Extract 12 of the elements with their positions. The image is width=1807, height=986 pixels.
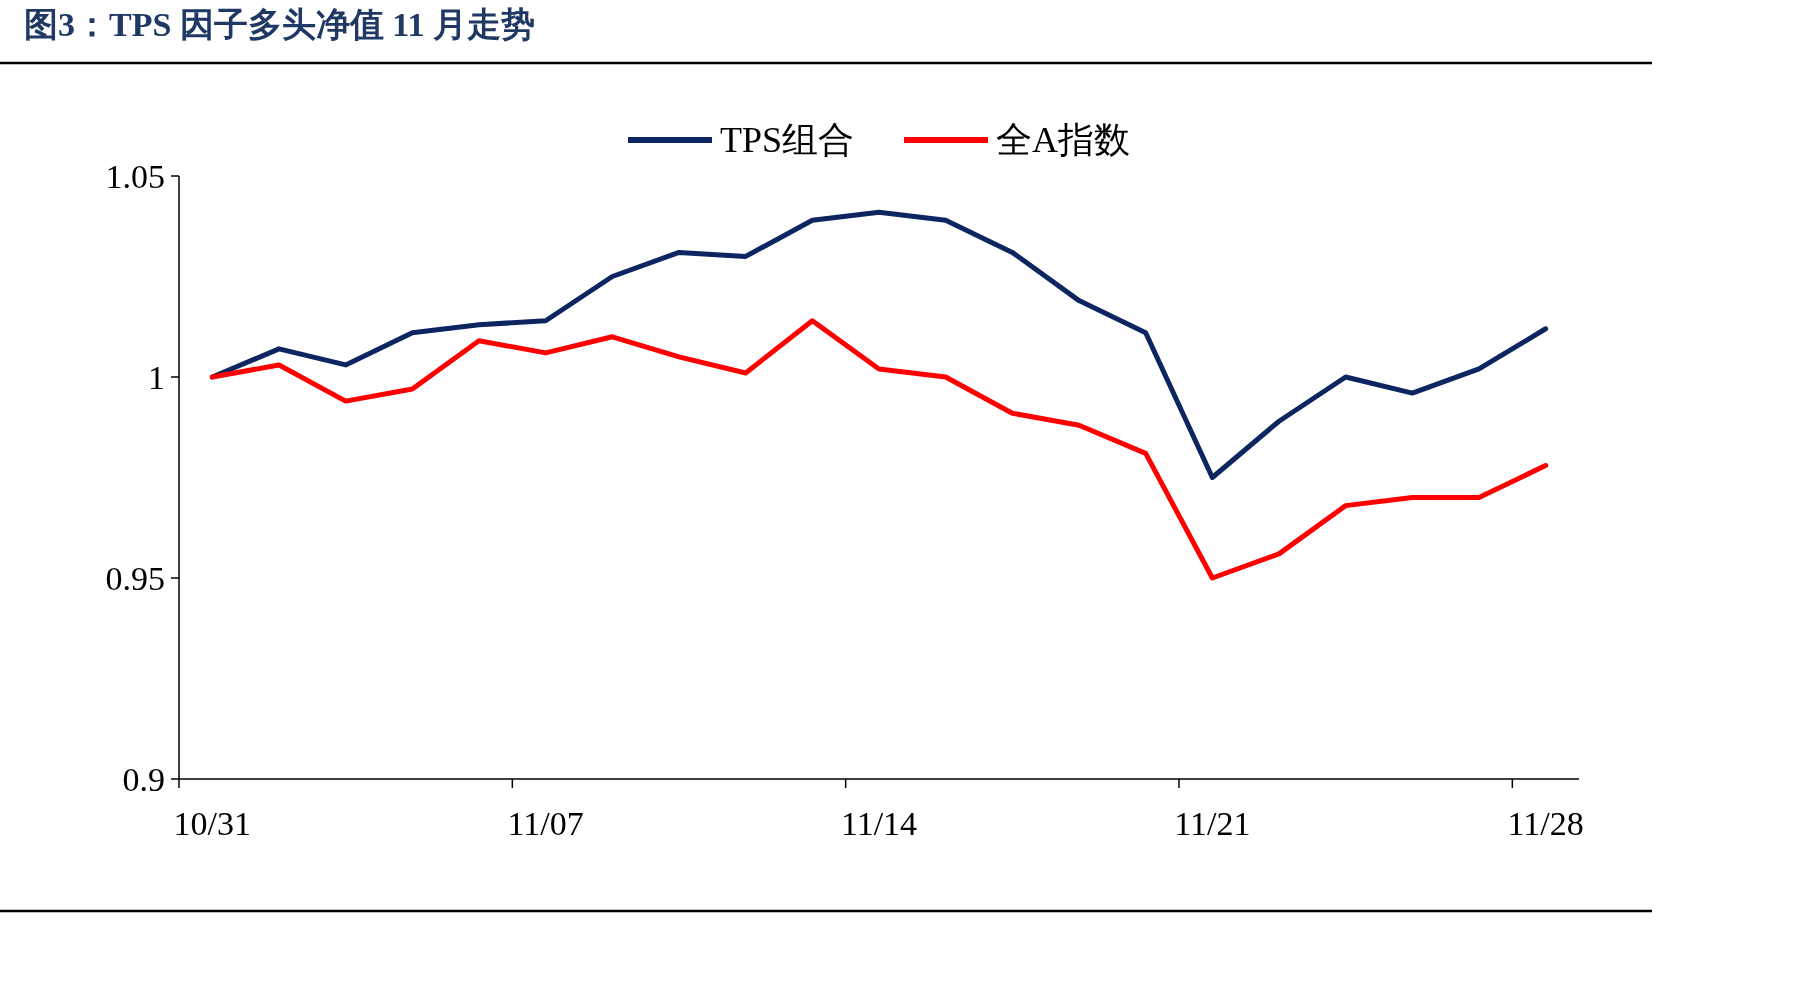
y-tick-label: 1.05 bbox=[105, 158, 165, 195]
x-tick-label: 11/28 bbox=[1507, 805, 1584, 842]
y-tick-label: 1 bbox=[148, 359, 165, 396]
x-tick-label: 11/07 bbox=[507, 805, 584, 842]
x-tick-label: 11/14 bbox=[840, 805, 918, 842]
chart-title: 图3：TPS 因子多头净值 11 月走势 bbox=[24, 6, 535, 43]
x-tick-label: 10/31 bbox=[173, 805, 252, 842]
legend-label: TPS组合 bbox=[719, 120, 855, 160]
legend-label: 全A指数 bbox=[996, 120, 1131, 160]
x-tick-label: 11/21 bbox=[1174, 805, 1251, 842]
y-tick-label: 0.95 bbox=[105, 560, 165, 597]
y-tick-label: 0.9 bbox=[122, 761, 165, 798]
